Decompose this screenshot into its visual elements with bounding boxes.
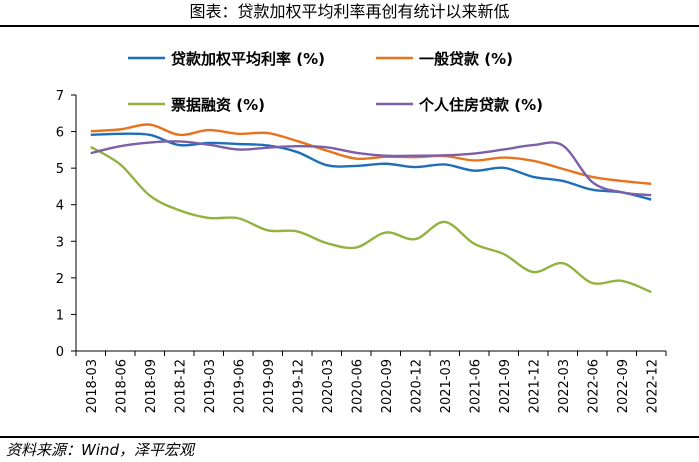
series-line-1	[90, 132, 652, 201]
figure-title: 图表：贷款加权平均利率再创有统计以来新低	[189, 2, 510, 21]
y-tick-label: 1	[56, 308, 64, 323]
x-tick-label: 2021-06	[468, 359, 483, 413]
legend: 贷款加权平均利率 (%) 一般贷款 (%) 票据融资 (%) 个人住房贷款 (%)	[128, 50, 543, 114]
x-tick-label: 2022-12	[645, 359, 660, 413]
x-tick-label: 2020-03	[321, 359, 336, 413]
x-tick-label: 2018-09	[144, 359, 159, 413]
x-tick-label: 2021-12	[527, 359, 542, 413]
line-chart: 0 1 2 3 4 5 6 7 2018-03 2018-06 2018-09 2018-12 2019…	[56, 50, 667, 413]
series-line-2	[90, 123, 652, 186]
x-tick-label: 2021-09	[498, 359, 513, 413]
x-tick-label: 2018-03	[85, 359, 100, 413]
y-tick-label: 2	[56, 272, 64, 287]
legend-label-3: 票据融资 (%)	[171, 96, 265, 114]
y-tick-label: 3	[56, 235, 64, 250]
x-tick-label: 2022-03	[557, 359, 572, 413]
x-tick-label: 2019-12	[291, 359, 306, 413]
x-tick-label: 2019-09	[262, 359, 277, 413]
series-line-3	[90, 145, 652, 294]
series-layer	[90, 123, 652, 294]
y-tick-label: 5	[56, 162, 64, 177]
legend-label-2: 一般贷款 (%)	[419, 50, 513, 68]
x-tick-label: 2018-12	[173, 359, 188, 413]
x-tick-label: 2019-03	[203, 359, 218, 413]
x-tick-label: 2018-06	[114, 359, 129, 413]
top-rule	[0, 25, 699, 27]
x-tick-label: 2019-06	[232, 359, 247, 413]
x-tick-label: 2022-09	[616, 359, 631, 413]
series-line-4	[90, 140, 652, 197]
source-note: 资料来源：Wind，泽平宏观	[6, 441, 195, 459]
x-tick-label: 2021-03	[439, 359, 454, 413]
legend-label-1: 贷款加权平均利率 (%)	[171, 50, 325, 68]
y-tick-label: 7	[56, 89, 64, 104]
y-tick-label: 4	[56, 199, 64, 214]
x-tick-label: 2020-12	[409, 359, 424, 413]
x-tick-label: 2020-09	[380, 359, 395, 413]
y-tick-label: 0	[56, 345, 64, 360]
y-tick-label: 6	[56, 126, 64, 141]
x-tick-label: 2020-06	[350, 359, 365, 413]
x-tick-label: 2022-06	[586, 359, 601, 413]
axes: 0 1 2 3 4 5 6 7 2018-03 2018-06 2018-09 2018-12 2019…	[56, 89, 667, 413]
bottom-rule	[0, 436, 699, 438]
legend-label-4: 个人住房贷款 (%)	[418, 96, 543, 114]
